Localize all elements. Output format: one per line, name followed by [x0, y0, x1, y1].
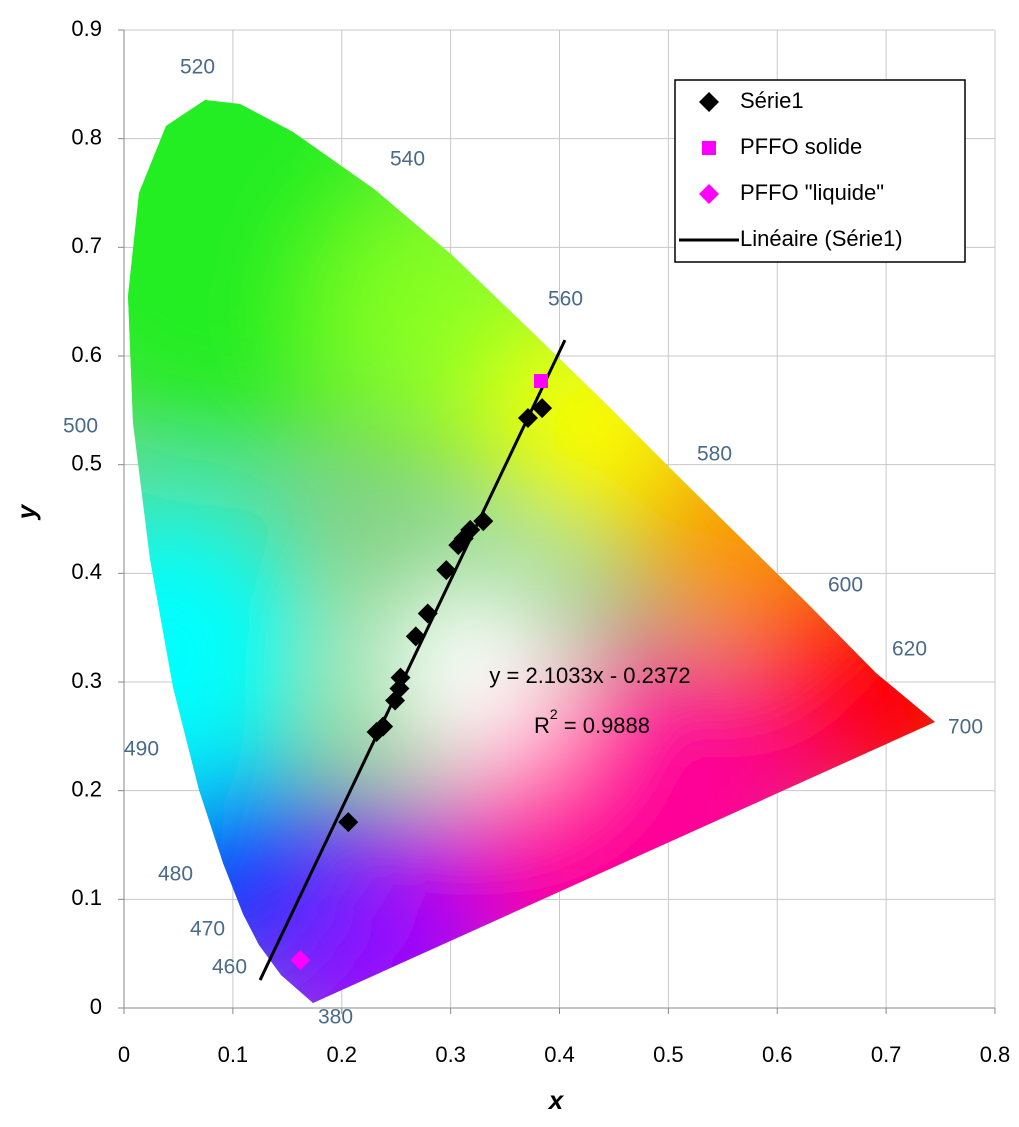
wavelength-label: 700: [948, 716, 983, 739]
y-tick-label: 0.8: [71, 124, 102, 149]
x-tick-label: 0.5: [653, 1042, 684, 1067]
wavelength-label: 560: [548, 288, 583, 311]
x-tick-label: 0: [118, 1042, 130, 1067]
legend-label: Linéaire (Série1): [740, 226, 903, 251]
wavelength-label: 460: [212, 956, 247, 979]
y-tick-label: 0.4: [71, 559, 102, 584]
data-point: [405, 626, 426, 647]
wavelength-labels: 520 540 560 580 600 620 700 500 490 480 …: [63, 56, 983, 1029]
legend-label: PFFO solide: [740, 134, 862, 159]
data-point: [517, 407, 538, 428]
legend-label: Série1: [740, 88, 804, 113]
wavelength-label: 600: [828, 574, 863, 597]
r-squared: R2 = 0.9888: [534, 706, 650, 738]
data-point: [473, 511, 494, 532]
r-squared-sup: 2: [550, 706, 558, 722]
data-point: [460, 519, 481, 540]
y-tick-label: 0: [90, 994, 102, 1019]
wavelength-label: 480: [158, 863, 193, 886]
data-point: [390, 667, 411, 688]
y-tick-label: 0.5: [71, 450, 102, 475]
data-point: [373, 716, 394, 737]
trend-equation: y = 2.1033x - 0.2372: [489, 663, 690, 688]
x-tick-label: 0.2: [326, 1042, 357, 1067]
y-tick-label: 0.2: [71, 776, 102, 801]
x-tick-label: 0.1: [218, 1042, 249, 1067]
y-tick-label: 0.9: [71, 16, 102, 41]
y-tick-label: 0.1: [71, 885, 102, 910]
x-tick-label: 0.6: [762, 1042, 793, 1067]
wavelength-label: 500: [63, 415, 98, 438]
wavelength-label: 470: [190, 918, 225, 941]
wavelength-label: 490: [124, 738, 159, 761]
wavelength-label: 380: [318, 1006, 353, 1029]
data-point: [533, 373, 548, 388]
data-point: [290, 950, 311, 971]
wavelength-label: 540: [390, 148, 425, 171]
legend-marker: [699, 184, 719, 204]
y-tick-label: 0.3: [71, 668, 102, 693]
y-axis-label: y: [11, 503, 41, 521]
data-point: [436, 560, 457, 581]
wavelength-label: 520: [180, 56, 215, 79]
y-tick-label: 0.6: [71, 342, 102, 367]
y-tick-label: 0.7: [71, 233, 102, 258]
x-tick-label: 0.4: [544, 1042, 575, 1067]
x-tick-label: 0.7: [871, 1042, 902, 1067]
wavelength-label: 620: [892, 638, 927, 661]
legend: Série1 PFFO solide PFFO "liquide" Linéaire …: [674, 79, 966, 263]
x-axis-label: x: [547, 1085, 565, 1115]
trend-line: [258, 339, 567, 981]
plot-marks: [258, 339, 567, 981]
legend-marker: [699, 92, 719, 112]
r-squared-value: = 0.9888: [558, 713, 650, 738]
legend-marker: [702, 141, 716, 155]
data-point: [532, 398, 553, 419]
data-point: [338, 812, 359, 833]
r-squared-base: R: [534, 713, 550, 738]
data-point: [417, 603, 438, 624]
x-tick-label: 0.3: [435, 1042, 466, 1067]
legend-label: PFFO "liquide": [740, 180, 884, 205]
x-tick-label: 0.8: [980, 1042, 1011, 1067]
legend-box: [674, 79, 966, 263]
wavelength-label: 580: [697, 443, 732, 466]
